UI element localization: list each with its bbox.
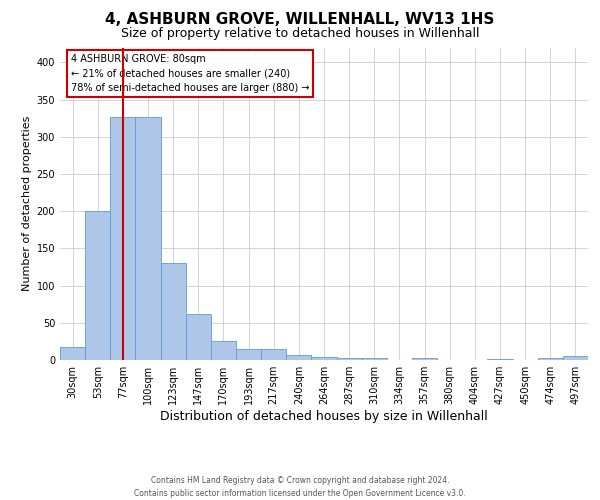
X-axis label: Distribution of detached houses by size in Willenhall: Distribution of detached houses by size … (160, 410, 488, 423)
Bar (337, 358, 362, 360)
Bar (60, 346, 85, 360)
Bar (136, 116, 161, 360)
Bar (412, 358, 437, 360)
Text: 4, ASHBURN GROVE, WILLENHALL, WV13 1HS: 4, ASHBURN GROVE, WILLENHALL, WV13 1HS (106, 12, 494, 28)
Bar (538, 358, 563, 360)
Bar (362, 358, 387, 360)
Bar (311, 357, 337, 360)
Bar (85, 211, 110, 360)
Bar (161, 264, 186, 360)
Bar (236, 349, 261, 360)
Bar (261, 349, 286, 360)
Text: Contains HM Land Registry data © Crown copyright and database right 2024.
Contai: Contains HM Land Registry data © Crown c… (134, 476, 466, 498)
Bar (110, 116, 136, 360)
Bar (487, 358, 512, 360)
Y-axis label: Number of detached properties: Number of detached properties (22, 116, 32, 292)
Bar (286, 355, 311, 360)
Text: 4 ASHBURN GROVE: 80sqm
← 21% of detached houses are smaller (240)
78% of semi-de: 4 ASHBURN GROVE: 80sqm ← 21% of detached… (71, 54, 309, 94)
Bar (211, 340, 236, 360)
Bar (186, 314, 211, 360)
Text: Size of property relative to detached houses in Willenhall: Size of property relative to detached ho… (121, 28, 479, 40)
Bar (563, 356, 588, 360)
